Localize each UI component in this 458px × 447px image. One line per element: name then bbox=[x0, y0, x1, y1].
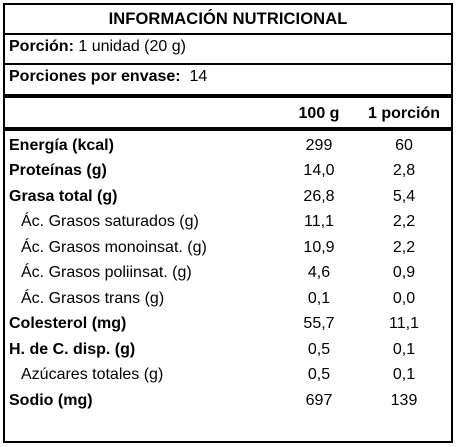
nutrient-row: Ác. Grasos trans (g) 0,1 0,0 bbox=[5, 286, 451, 311]
nutrient-name: Energía (kcal) bbox=[9, 137, 114, 154]
value-per-100g: 10,9 bbox=[303, 238, 335, 256]
value-per-serving: 139 bbox=[390, 391, 418, 409]
divider bbox=[5, 33, 451, 35]
value-per-serving: 5,4 bbox=[392, 187, 416, 205]
value-per-serving: 0,0 bbox=[392, 289, 416, 307]
value-per-serving: 2,2 bbox=[392, 213, 416, 231]
nutrient-row: Colesterol (mg) 55,7 11,1 bbox=[5, 311, 451, 336]
serving-size-label: Porción: bbox=[9, 38, 74, 55]
nutrient-name: Ác. Grasos saturados (g) bbox=[21, 213, 199, 231]
nutrient-name: H. de C. disp. (g) bbox=[9, 340, 136, 358]
nutrient-name: Proteínas (g) bbox=[9, 162, 107, 180]
column-header-100g: 100 g bbox=[298, 105, 340, 122]
value-per-100g: 299 bbox=[305, 137, 333, 154]
nutrient-row: Ác. Grasos saturados (g) 11,1 2,2 bbox=[5, 209, 451, 234]
value-per-100g: 14,0 bbox=[303, 162, 335, 180]
nutrient-row: Ác. Grasos monoinsat. (g) 10,9 2,2 bbox=[5, 235, 451, 260]
nutrient-row: Azúcares totales (g) 0,5 0,1 bbox=[5, 362, 451, 387]
nutrient-name: Sodio (mg) bbox=[9, 391, 93, 409]
value-per-serving: 11,1 bbox=[389, 315, 419, 333]
thick-divider bbox=[5, 94, 451, 98]
servings-per-container: Porciones por envase: 14 bbox=[9, 68, 207, 86]
value-per-100g: 0,5 bbox=[307, 366, 331, 384]
value-per-100g: 11,1 bbox=[304, 213, 334, 231]
value-per-serving: 2,8 bbox=[392, 162, 416, 180]
nutrient-name: Ác. Grasos poliinsat. (g) bbox=[21, 264, 192, 282]
value-per-100g: 4,6 bbox=[307, 264, 331, 282]
nutrient-name: Colesterol (mg) bbox=[9, 315, 127, 333]
nutrient-row: Energía (kcal) 299 60 bbox=[5, 133, 451, 158]
nutrient-row: Proteínas (g) 14,0 2,8 bbox=[5, 158, 451, 183]
nutrient-row: Grasa total (g) 26,8 5,4 bbox=[5, 184, 451, 209]
servings-per-container-value: 14 bbox=[189, 68, 208, 85]
value-per-100g: 55,7 bbox=[303, 315, 335, 333]
value-per-100g: 26,8 bbox=[303, 187, 335, 205]
nutrient-row: H. de C. disp. (g) 0,5 0,1 bbox=[5, 337, 451, 362]
nutrient-name: Grasa total (g) bbox=[9, 187, 118, 205]
column-header-serving: 1 porción bbox=[367, 105, 440, 122]
nutrient-name: Ác. Grasos trans (g) bbox=[21, 289, 165, 307]
value-per-serving: 0,1 bbox=[392, 366, 416, 384]
serving-size-value: 1 unidad (20 g) bbox=[78, 38, 186, 55]
nutrient-row: Ác. Grasos poliinsat. (g) 4,6 0,9 bbox=[5, 260, 451, 285]
value-per-100g: 0,5 bbox=[307, 340, 331, 358]
nutrition-label: INFORMACIÓN NUTRICIONAL Porción: 1 unida… bbox=[3, 3, 453, 443]
value-per-serving: 60 bbox=[395, 137, 413, 154]
value-per-serving: 0,9 bbox=[392, 264, 416, 282]
thick-divider bbox=[5, 127, 451, 131]
nutrient-row: Sodio (mg) 697 139 bbox=[5, 388, 451, 413]
value-per-100g: 0,1 bbox=[307, 289, 331, 307]
value-per-100g: 697 bbox=[305, 391, 333, 409]
nutrient-name: Ác. Grasos monoinsat. (g) bbox=[21, 238, 207, 256]
divider bbox=[5, 63, 451, 65]
serving-size: Porción: 1 unidad (20 g) bbox=[9, 38, 186, 56]
nutrient-name: Azúcares totales (g) bbox=[21, 366, 164, 384]
servings-per-container-label: Porciones por envase: bbox=[9, 68, 181, 85]
label-title: INFORMACIÓN NUTRICIONAL bbox=[108, 9, 348, 28]
value-per-serving: 2,2 bbox=[392, 238, 416, 256]
value-per-serving: 0,1 bbox=[392, 340, 416, 358]
